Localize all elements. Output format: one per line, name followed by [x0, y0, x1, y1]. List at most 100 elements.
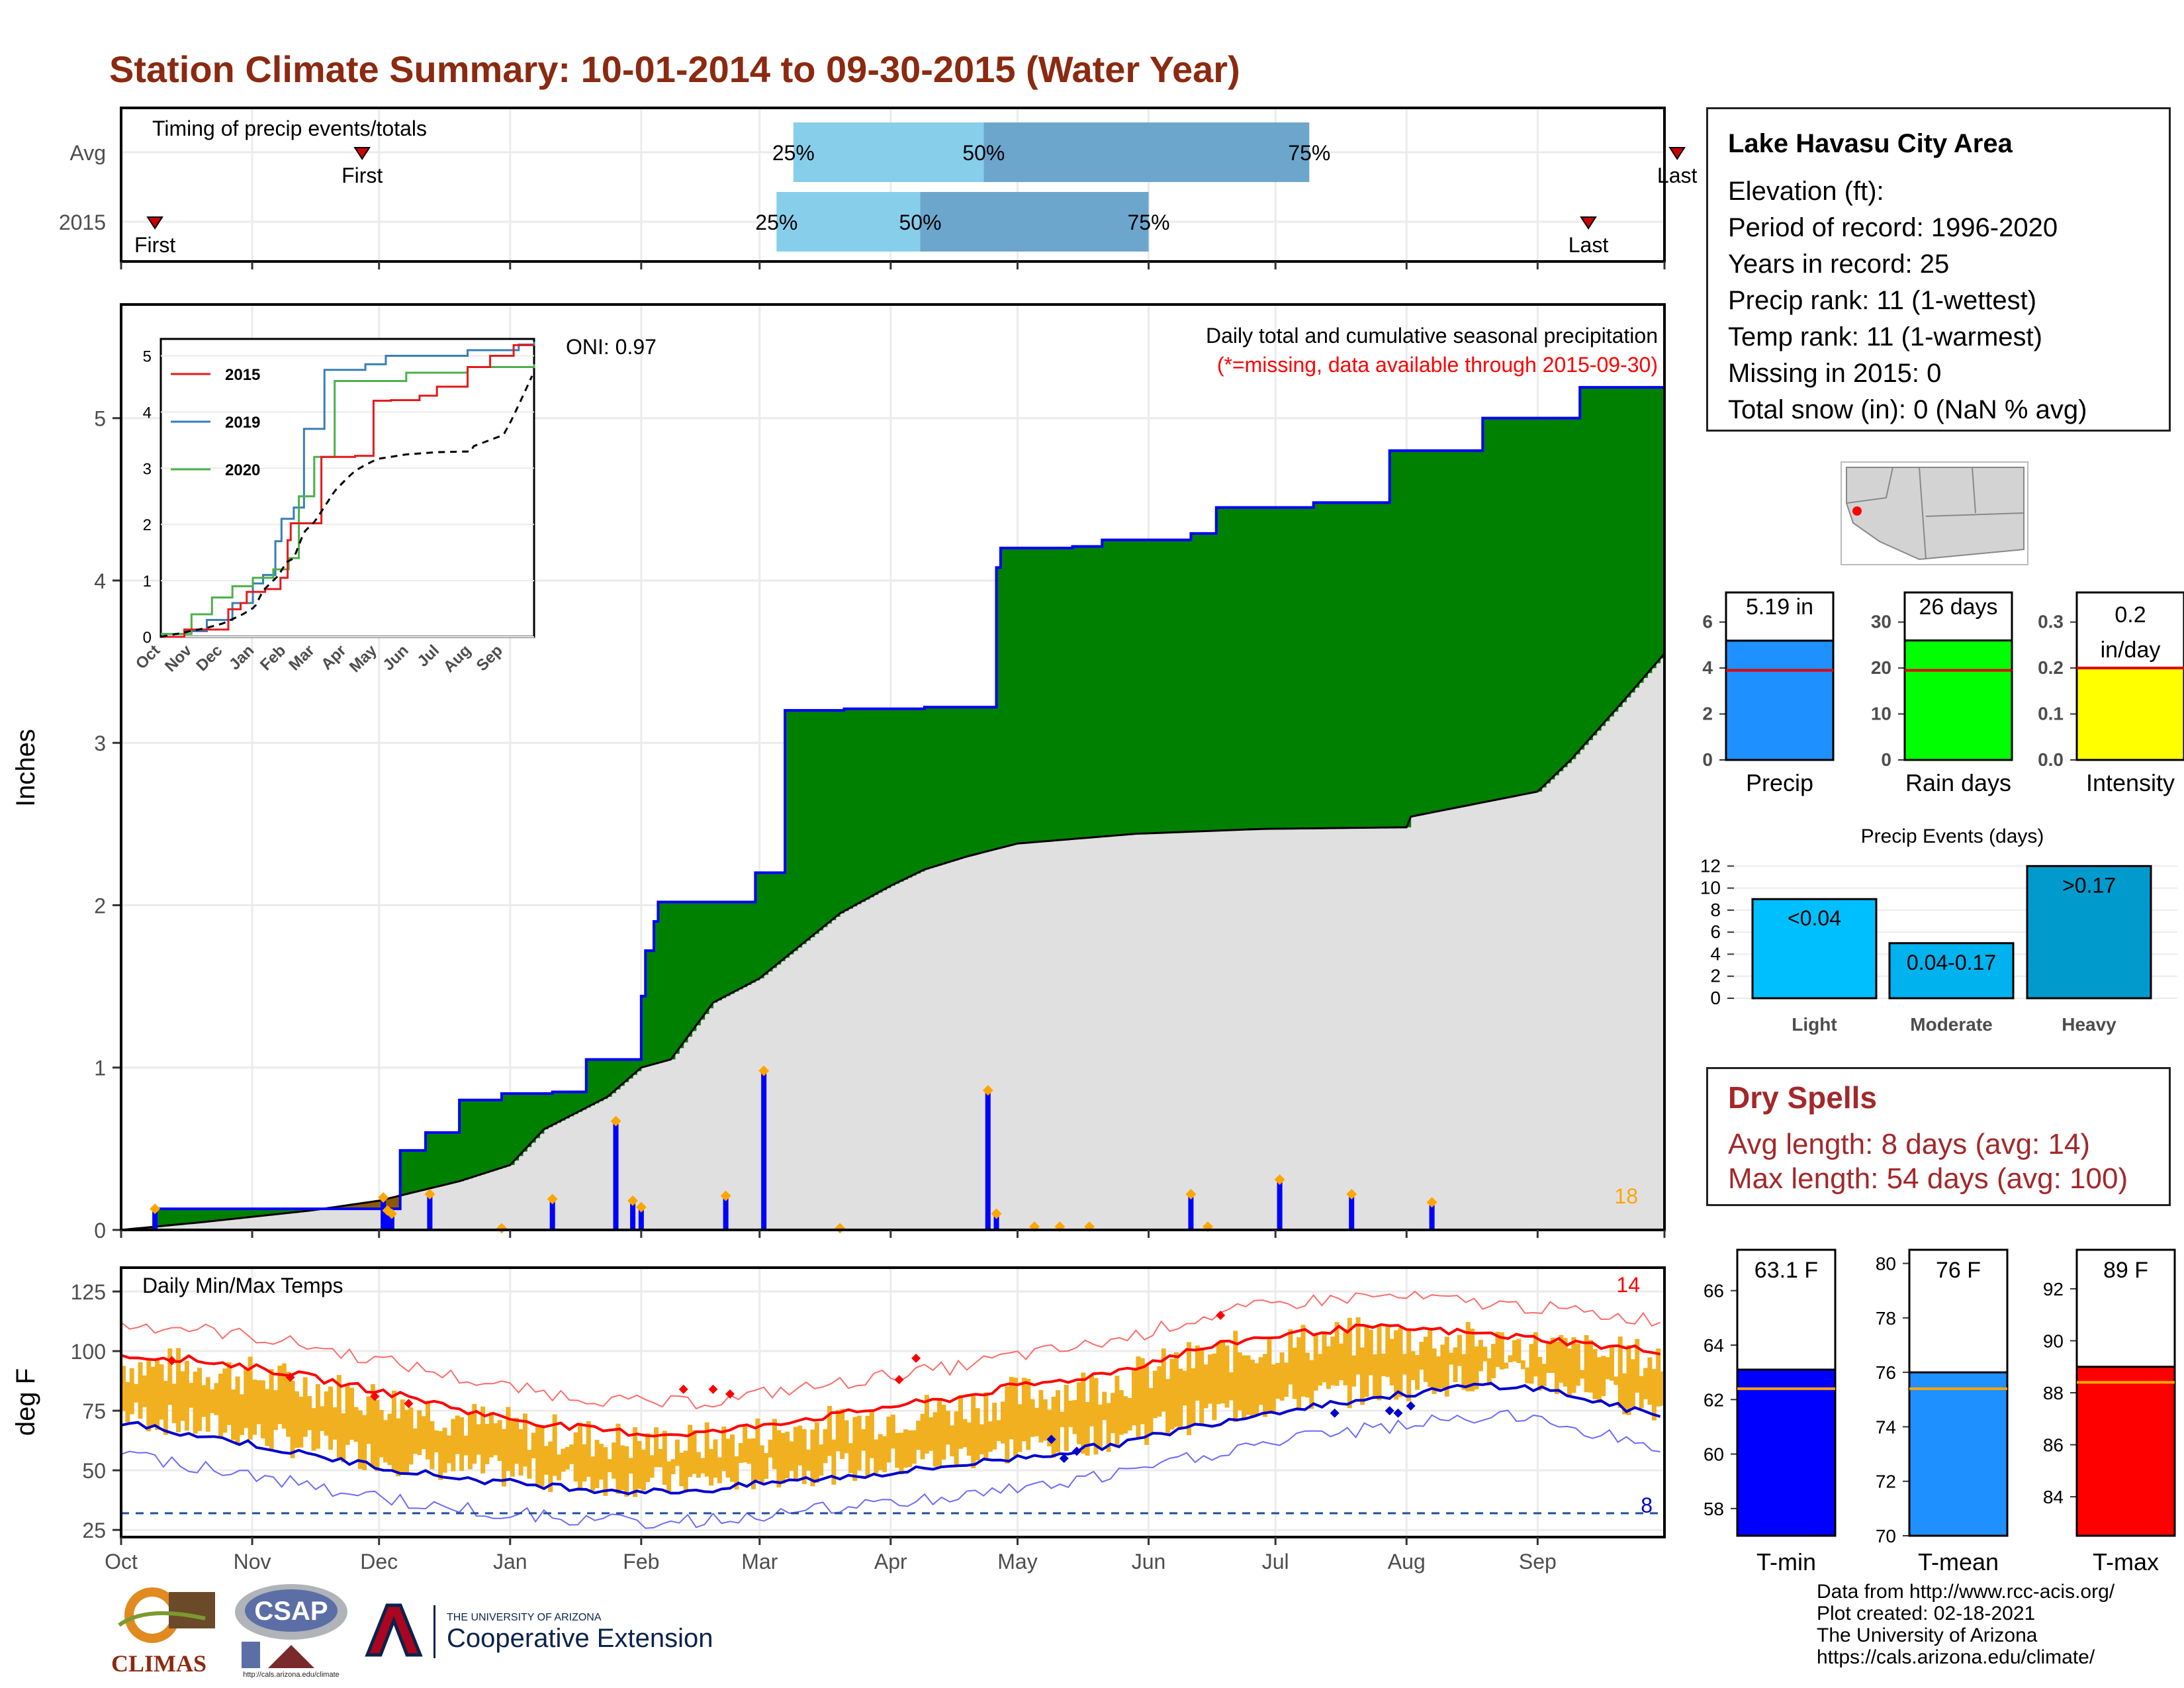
temps-daily-bar	[1343, 1329, 1348, 1385]
precip-diff-fill	[290, 1209, 295, 1213]
precip-diff-fill	[1152, 539, 1158, 833]
inset-frame	[159, 338, 535, 638]
precip-diff-fill	[1334, 502, 1340, 828]
temps-daily-bar	[582, 1444, 587, 1482]
temps-daily-bar	[455, 1415, 460, 1454]
precip-daily-bar	[985, 1090, 991, 1230]
climas-logo: CLIMAS	[111, 1587, 215, 1677]
temps-daily-bar	[1085, 1402, 1090, 1456]
temps-daily-bar	[138, 1362, 143, 1419]
precip-diff-fill	[890, 708, 895, 886]
temps-daily-bar	[1491, 1344, 1496, 1379]
precip-diff-fill	[527, 1093, 532, 1147]
temps-daily-bar	[674, 1439, 680, 1466]
precip-diff-fill	[573, 1092, 578, 1115]
temps-daily-bar	[1660, 1371, 1665, 1406]
temps-daily-bar	[594, 1440, 600, 1488]
precip-diff-fill	[552, 1092, 557, 1125]
temps-daily-bar	[239, 1394, 244, 1435]
precip-diff-fill	[1614, 387, 1619, 712]
temps-daily-bar	[193, 1372, 198, 1434]
map-region	[1846, 467, 2025, 561]
precip-diff-fill	[1263, 507, 1267, 829]
temps-daily-bar	[1394, 1330, 1399, 1400]
temps-daily-bar	[1279, 1352, 1285, 1401]
precip-diff-fill	[1300, 507, 1306, 829]
precip-count-label: 18	[1614, 1184, 1638, 1208]
events-bar-label: <0.04	[1788, 906, 1841, 930]
temps-daily-bar	[1055, 1390, 1060, 1452]
temps-daily-bar	[366, 1396, 371, 1444]
temps-daily-bar	[1546, 1342, 1551, 1373]
precip-diff-fill	[1000, 547, 1005, 848]
temps-daily-bar	[1152, 1370, 1158, 1419]
precip-diff-fill	[404, 1150, 409, 1195]
temps-daily-bar	[1339, 1343, 1344, 1381]
timing-q50-label: 50%	[962, 141, 1005, 165]
precip-diff-fill	[548, 1093, 553, 1127]
temps-daily-bar	[1486, 1358, 1492, 1385]
temps-daily-bar	[231, 1389, 236, 1440]
inset-ytick: 0	[143, 629, 152, 647]
dry-spells-avg: Avg length: 8 days (avg: 14)	[1728, 1128, 2091, 1160]
precip-diff-fill	[349, 1205, 354, 1209]
temps-daily-bar	[1068, 1400, 1073, 1427]
temps-daily-bar	[776, 1430, 782, 1488]
precip-diff-fill	[920, 708, 925, 872]
inset-avg-line	[160, 375, 533, 638]
precip-diff-fill	[1554, 418, 1559, 776]
precip-diff-fill	[1297, 507, 1302, 829]
inset-ytick: 3	[143, 460, 152, 478]
temps-daily-bar	[844, 1420, 849, 1454]
events-ytick: 10	[1700, 878, 1721, 898]
temps-daily-bar	[586, 1421, 591, 1477]
precip-diff-fill	[1182, 539, 1187, 832]
timing-row-label: 2015	[59, 211, 106, 234]
summary-ytick: 20	[1871, 657, 1891, 678]
precip-daily-marker	[547, 1194, 558, 1205]
temps-daily-bar	[375, 1399, 380, 1472]
temps-daily-bar	[747, 1438, 752, 1464]
precip-diff-fill	[510, 1093, 515, 1165]
temps-daily-bar	[1263, 1354, 1268, 1417]
temps-daily-bar	[1030, 1399, 1035, 1437]
inset-ytick: 5	[143, 348, 152, 365]
temps-daily-bar	[1537, 1356, 1543, 1391]
precip-diff-fill	[1072, 546, 1077, 839]
temps-daily-bar	[1355, 1317, 1361, 1375]
precip-diff-fill	[1351, 502, 1357, 828]
temps-daily-bar	[1330, 1336, 1336, 1385]
temps-daily-bar	[404, 1409, 410, 1474]
timing-q75-bar	[983, 122, 1310, 182]
temp-bar-ytick: 92	[2043, 1279, 2064, 1299]
events-bar-label: 0.04-0.17	[1907, 951, 1996, 974]
temps-daily-bar	[1639, 1376, 1644, 1409]
precip-daily-bar	[381, 1197, 387, 1230]
precip-diff-fill	[1292, 507, 1297, 829]
precip-diff-fill	[1207, 533, 1212, 831]
precip-diff-fill	[171, 1209, 177, 1225]
precip-diff-fill	[1242, 507, 1246, 830]
precip-daily-marker	[627, 1195, 639, 1206]
precip-diff-fill	[1651, 387, 1657, 669]
precip-diff-fill	[738, 902, 743, 990]
temps-frame	[120, 1266, 1666, 1538]
precip-diff-fill	[400, 1150, 405, 1196]
precip-diff-fill	[780, 872, 786, 962]
precip-ytick: 0	[94, 1219, 106, 1243]
precip-diff-fill	[962, 707, 968, 858]
temps-xtick-label: Nov	[234, 1550, 271, 1573]
temps-daily-bar	[265, 1389, 270, 1446]
temps-xtick-label: Mar	[741, 1550, 778, 1573]
temps-daily-bar	[649, 1455, 655, 1478]
temps-daily-bar	[235, 1376, 240, 1446]
precip-daily-marker	[378, 1192, 389, 1203]
temps-daily-bar	[1093, 1378, 1099, 1455]
precip-diff-fill	[1639, 387, 1644, 683]
precip-diff-fill	[1258, 507, 1263, 829]
summary-bar	[1903, 639, 2013, 761]
temps-daily-bar	[658, 1448, 663, 1468]
temps-daily-bar	[780, 1432, 786, 1484]
temps-xtick-label: Sep	[1519, 1550, 1557, 1573]
